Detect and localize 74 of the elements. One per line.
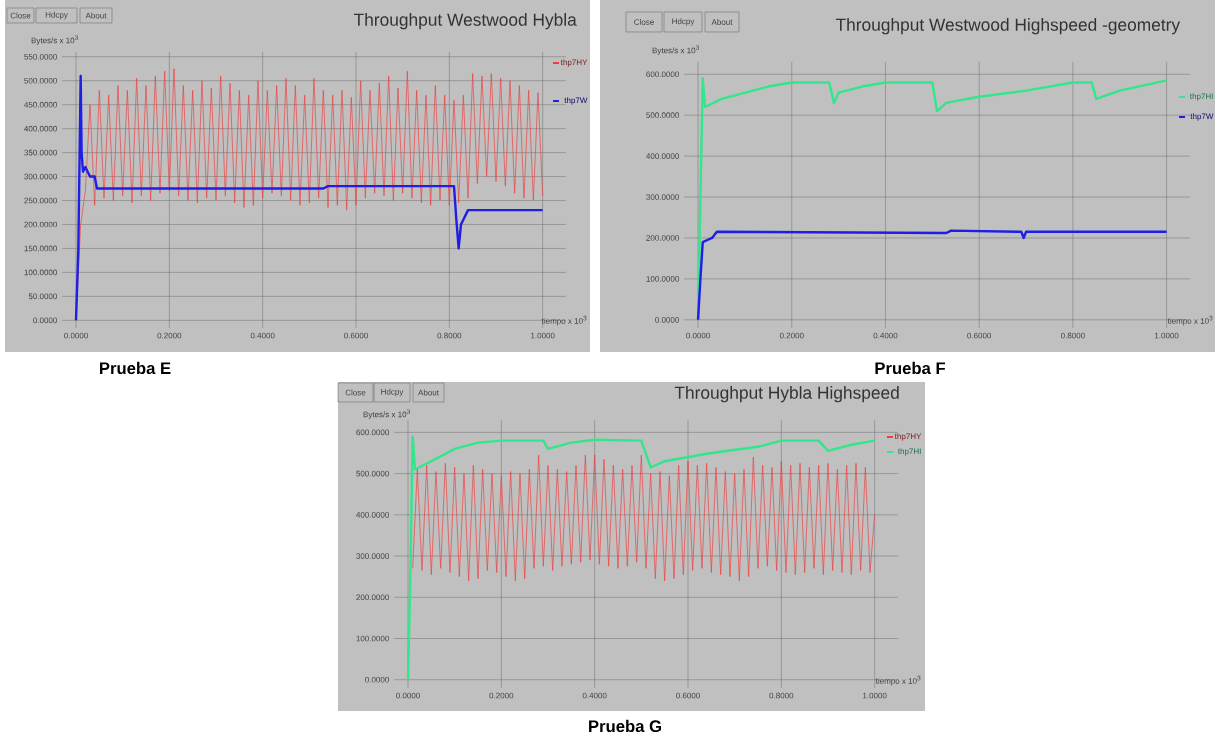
line-series (406, 435, 876, 681)
line-series (412, 454, 876, 582)
y-tick-label: 400.0000 (646, 153, 679, 159)
x-tick-label: 0.8000 (1060, 332, 1085, 339)
y-tick-label: 450.0000 (24, 101, 57, 108)
line-series (696, 229, 1168, 321)
y-tick-label: 200.0000 (356, 594, 389, 601)
y-tick-label: 400.0000 (356, 511, 389, 518)
x-tick-label: 0.0000 (686, 332, 710, 339)
x-tick-label: 0.8000 (769, 692, 794, 699)
x-tick-label: 0.6000 (676, 692, 700, 699)
text: Close (10, 12, 31, 19)
y-tick-label: 300.0000 (356, 553, 389, 559)
chart-title: Throughput Hybla Highspeed (674, 386, 899, 403)
y-tick-label: 100.0000 (646, 276, 679, 282)
y-axis-title: Bytes/s x 10$^{3}$ (652, 45, 700, 55)
legend-label: thp7HI (1189, 93, 1213, 101)
x-tick-label: 0.6000 (344, 332, 368, 339)
x-tick-label: 1.0000 (1154, 332, 1179, 339)
y-axis-title: Bytes/s x 10$^{3}$ (363, 409, 411, 419)
text: Hdcpy (45, 11, 68, 20)
legend-label: thp7W (1190, 113, 1214, 121)
y-tick-label: 600.0000 (646, 71, 679, 78)
x-tick-label: 0.4000 (250, 332, 275, 339)
x-tick-label: 0.0000 (64, 332, 88, 339)
y-tick-label: 300.0000 (24, 173, 57, 180)
x-axis-title: tiempo x 10$^{3}$ (875, 675, 921, 686)
chart-title: Throughput Westwood Highspeed -geometry (835, 18, 1181, 35)
x-tick-label: 0.6000 (967, 332, 992, 339)
text: Hdcpy (672, 18, 695, 26)
text: About (418, 389, 439, 396)
y-tick-label: 50.0000 (28, 293, 57, 300)
y-tick-label: 0.0000 (365, 676, 389, 683)
legend-label: thp7HY (894, 433, 922, 441)
legend-label: thp7HI (897, 448, 921, 456)
x-tick-label: 0.0000 (396, 692, 420, 699)
text: Close (634, 19, 654, 25)
text: About (85, 12, 107, 19)
y-tick-label: 400.0000 (24, 125, 57, 132)
y-tick-label: 0.0000 (655, 316, 679, 323)
text: Hdcpy (381, 388, 404, 397)
x-tick-label: 1.0000 (863, 692, 887, 699)
y-tick-label: 600.0000 (356, 429, 389, 436)
y-axis-title: Bytes/s x 10$^{3}$ (31, 35, 79, 45)
text: Prueba F (875, 361, 946, 375)
y-tick-label: 500.0000 (24, 77, 57, 84)
x-tick-label: 0.2000 (779, 332, 804, 339)
x-tick-label: 0.8000 (437, 332, 462, 339)
text: Close (345, 389, 366, 396)
legend-label: thp7HY (560, 59, 588, 67)
text: Prueba E (99, 361, 171, 375)
text: About (711, 19, 733, 25)
y-tick-label: 500.0000 (356, 470, 389, 477)
y-tick-label: 250.0000 (24, 197, 57, 204)
legend-label: thp7W (564, 97, 588, 105)
y-tick-label: 500.0000 (646, 112, 679, 119)
x-tick-label: 1.0000 (531, 332, 555, 339)
y-tick-label: 100.0000 (24, 269, 57, 276)
x-axis-title: tiempo x 10$^{3}$ (541, 315, 587, 326)
x-axis-title: tiempo x 10$^{3}$ (1167, 315, 1213, 326)
chart-title: Throughput Westwood Hybla (354, 13, 577, 30)
y-tick-label: 300.0000 (646, 194, 679, 200)
x-tick-label: 0.2000 (157, 332, 182, 339)
y-tick-label: 200.0000 (646, 235, 679, 241)
y-tick-label: 0.0000 (33, 317, 57, 324)
y-tick-label: 100.0000 (356, 635, 389, 642)
text: Prueba G (589, 719, 662, 733)
x-tick-label: 0.4000 (582, 692, 607, 699)
y-tick-label: 150.0000 (24, 245, 57, 252)
y-tick-label: 550.0000 (24, 53, 57, 60)
y-tick-label: 350.0000 (24, 149, 57, 156)
x-tick-label: 0.4000 (873, 332, 898, 339)
x-tick-label: 0.2000 (489, 692, 514, 699)
y-tick-label: 200.0000 (24, 221, 57, 228)
